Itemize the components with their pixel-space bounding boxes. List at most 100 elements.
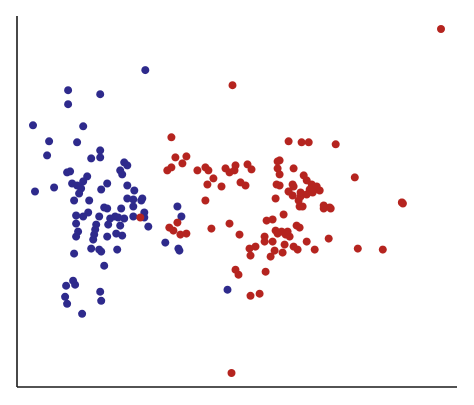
data-point-series-2-48 — [326, 204, 335, 213]
data-point-series-1-78 — [61, 292, 70, 301]
data-point-series-2-62 — [217, 182, 226, 191]
data-point-series-2-82 — [182, 229, 191, 238]
data-point-series-2-81 — [173, 218, 182, 227]
data-point-series-2-72 — [221, 164, 230, 173]
data-point-series-1-30 — [72, 211, 81, 220]
data-point-series-1-38 — [72, 232, 81, 241]
data-point-series-1-15 — [123, 181, 132, 190]
data-point-series-2-84 — [295, 223, 304, 232]
data-point-series-2-24 — [310, 245, 319, 254]
data-point-series-2-1 — [437, 25, 445, 33]
data-point-series-2-4 — [246, 291, 255, 300]
points-layer — [29, 25, 445, 377]
data-point-series-2-9 — [266, 252, 275, 261]
data-point-series-1-40 — [87, 154, 96, 163]
data-point-series-2-95 — [284, 137, 293, 146]
data-point-series-1-27 — [79, 212, 88, 221]
data-point-series-1-74 — [97, 247, 106, 256]
data-point-series-2-70 — [209, 174, 218, 183]
data-point-series-1-65 — [71, 280, 80, 289]
data-point-series-1-56 — [129, 195, 138, 204]
data-point-series-1-71 — [223, 285, 232, 294]
data-point-series-2-20 — [277, 227, 286, 236]
data-point-series-1-37 — [63, 168, 72, 177]
data-point-series-1-84 — [97, 185, 106, 194]
data-point-series-2-92 — [169, 226, 178, 235]
data-point-series-2-12 — [302, 237, 311, 246]
data-point-series-2-90 — [260, 232, 269, 241]
data-point-series-1-8 — [73, 138, 82, 147]
data-point-series-1-83 — [120, 214, 129, 223]
data-point-series-1-54 — [161, 238, 170, 247]
data-point-series-1-67 — [70, 249, 79, 258]
data-point-series-2-5 — [261, 267, 270, 276]
data-point-series-1-5 — [29, 121, 37, 130]
data-point-series-1-53 — [174, 244, 183, 253]
data-point-series-2-78 — [171, 153, 180, 162]
data-point-series-2-76 — [182, 152, 191, 161]
data-point-series-2-102 — [308, 188, 317, 197]
data-point-series-2-2 — [227, 369, 236, 377]
data-point-series-2-94 — [331, 140, 340, 149]
data-point-series-2-60 — [236, 178, 245, 187]
data-point-series-1-23 — [95, 212, 104, 221]
data-point-series-2-19 — [289, 242, 298, 251]
data-point-series-1-69 — [113, 245, 122, 254]
data-point-series-1-76 — [137, 196, 146, 205]
data-point-series-1-57 — [129, 212, 138, 221]
data-point-series-2-18 — [278, 248, 287, 257]
data-point-series-1-59 — [75, 189, 84, 198]
data-point-series-2-89 — [324, 234, 333, 243]
data-point-series-2-97 — [228, 81, 237, 90]
data-point-series-1-80 — [63, 299, 72, 308]
data-point-series-1-43 — [104, 220, 113, 229]
data-point-series-2-52 — [271, 226, 280, 235]
data-point-series-1-32 — [70, 196, 79, 205]
data-point-series-2-79 — [207, 224, 216, 233]
data-point-series-2-46 — [319, 204, 328, 213]
data-point-series-1-7 — [43, 151, 52, 160]
data-point-series-1-66 — [62, 281, 71, 290]
data-point-series-2-11 — [280, 240, 289, 249]
data-point-series-2-77 — [167, 133, 176, 142]
data-point-series-2-33 — [271, 194, 280, 203]
data-point-series-1-31 — [85, 196, 94, 205]
data-point-series-1-79 — [97, 296, 106, 305]
data-point-series-2-98 — [294, 196, 303, 205]
data-point-series-1-49 — [144, 222, 153, 231]
data-point-series-1-35 — [83, 172, 92, 181]
data-point-series-2-87 — [289, 164, 298, 173]
data-point-series-2-99 — [288, 180, 297, 189]
data-point-series-2-50 — [235, 230, 244, 239]
data-point-series-1-41 — [89, 235, 98, 244]
data-point-series-2-22 — [353, 244, 362, 253]
data-point-series-2-27 — [262, 216, 271, 225]
data-point-series-2-14 — [270, 246, 279, 255]
data-point-series-1-70 — [68, 179, 77, 188]
data-point-series-1-17 — [130, 186, 139, 195]
data-point-series-1-73 — [50, 183, 59, 192]
data-point-series-1-72 — [100, 261, 109, 270]
data-point-series-1-44 — [114, 213, 123, 222]
data-point-series-2-28 — [279, 210, 288, 219]
data-point-series-1-9 — [79, 122, 88, 131]
data-point-series-2-36 — [275, 181, 284, 190]
data-point-series-1-1 — [64, 86, 73, 95]
data-point-series-1-18 — [129, 202, 138, 211]
data-point-series-1-63 — [100, 203, 109, 212]
data-point-series-1-13 — [123, 161, 132, 170]
data-point-series-2-45 — [295, 202, 304, 211]
data-point-series-2-26 — [268, 215, 277, 224]
data-point-series-2-51 — [245, 244, 254, 253]
data-point-series-2-101 — [273, 157, 282, 166]
data-point-series-1-42 — [103, 232, 112, 241]
data-point-series-1-14 — [118, 170, 127, 179]
data-point-series-2-93 — [136, 213, 145, 222]
data-point-series-2-7 — [231, 265, 240, 274]
data-point-series-1-82 — [103, 179, 112, 188]
data-point-series-2-103 — [275, 170, 284, 179]
data-point-series-2-56 — [350, 173, 359, 182]
data-point-series-2-68 — [167, 163, 176, 172]
data-point-series-1-52 — [177, 212, 186, 221]
